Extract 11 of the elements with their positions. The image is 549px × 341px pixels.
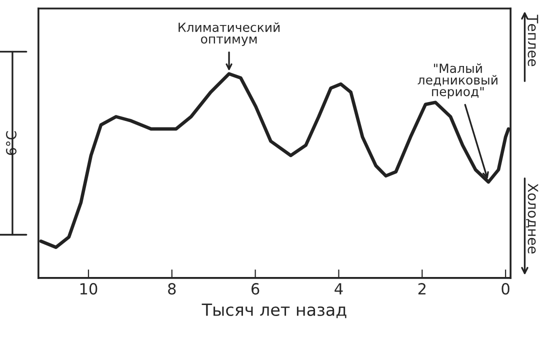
x-tick-label: 8 bbox=[168, 283, 176, 295]
text: Теплее bbox=[528, 14, 538, 66]
x-tick-label: 6 bbox=[252, 283, 260, 295]
x-tick-label: 10 bbox=[80, 283, 98, 295]
text: Холоднее bbox=[526, 183, 538, 254]
annotation: Климатический оптимум bbox=[178, 22, 280, 46]
x-tick-label: 2 bbox=[418, 283, 426, 294]
annotation: "Малый ледниковый период" bbox=[418, 63, 498, 99]
x-tick-label: 4 bbox=[334, 283, 343, 294]
x-tick-label: 0 bbox=[502, 283, 510, 295]
x-axis-title: Тысяч лет назад bbox=[202, 304, 346, 318]
